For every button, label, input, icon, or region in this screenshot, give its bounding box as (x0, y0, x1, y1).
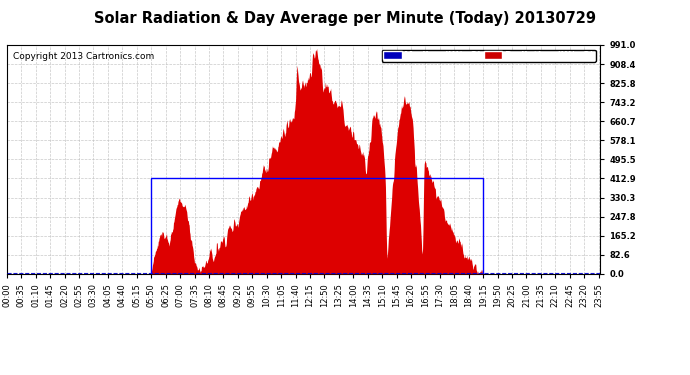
Text: Solar Radiation & Day Average per Minute (Today) 20130729: Solar Radiation & Day Average per Minute… (94, 11, 596, 26)
Text: Copyright 2013 Cartronics.com: Copyright 2013 Cartronics.com (13, 52, 154, 61)
Legend: Median (W/m2), Radiation (W/m2): Median (W/m2), Radiation (W/m2) (382, 50, 595, 62)
Bar (151, 178, 483, 274)
